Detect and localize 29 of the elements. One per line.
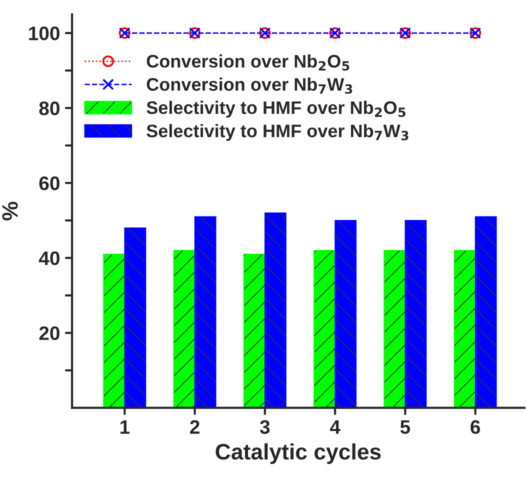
bar xyxy=(173,250,196,408)
x-tick-label: 1 xyxy=(120,420,130,434)
bar xyxy=(264,212,286,408)
bar xyxy=(124,228,146,408)
y-tick-label: 100 xyxy=(29,26,60,40)
bar xyxy=(454,250,476,408)
bar xyxy=(103,254,126,408)
bar xyxy=(474,216,497,408)
y-tick-label: 20 xyxy=(39,326,60,340)
bar xyxy=(404,220,427,408)
bar xyxy=(314,250,336,408)
x-axis-title: Catalytic cycles xyxy=(216,443,381,464)
bar xyxy=(194,216,216,408)
legend-label: Selectivity to HMF over Nb$_{2}$O$_{5}$ xyxy=(146,100,406,118)
bar xyxy=(334,220,357,408)
y-tick-label: 40 xyxy=(38,251,60,266)
y-axis-title: % xyxy=(2,202,18,220)
legend-label: Selectivity to HMF over Nb$_{7}$W$_{3}$ xyxy=(146,124,408,141)
x-tick-label: 2 xyxy=(190,420,200,434)
x-tick-label: 6 xyxy=(470,420,480,434)
x-tick-label: 4 xyxy=(330,420,340,434)
bar xyxy=(384,250,406,408)
x-tick-label: 3 xyxy=(260,420,270,434)
y-tick-label: 60 xyxy=(39,176,60,190)
legend-label: Conversion over Nb$_{2}$O$_{5}$ xyxy=(146,54,350,71)
x-tick-label: 5 xyxy=(400,420,410,434)
y-tick-label: 80 xyxy=(39,101,60,116)
legend-label: Conversion over Nb$_{7}$W$_{3}$ xyxy=(146,78,352,94)
bar xyxy=(243,254,266,408)
